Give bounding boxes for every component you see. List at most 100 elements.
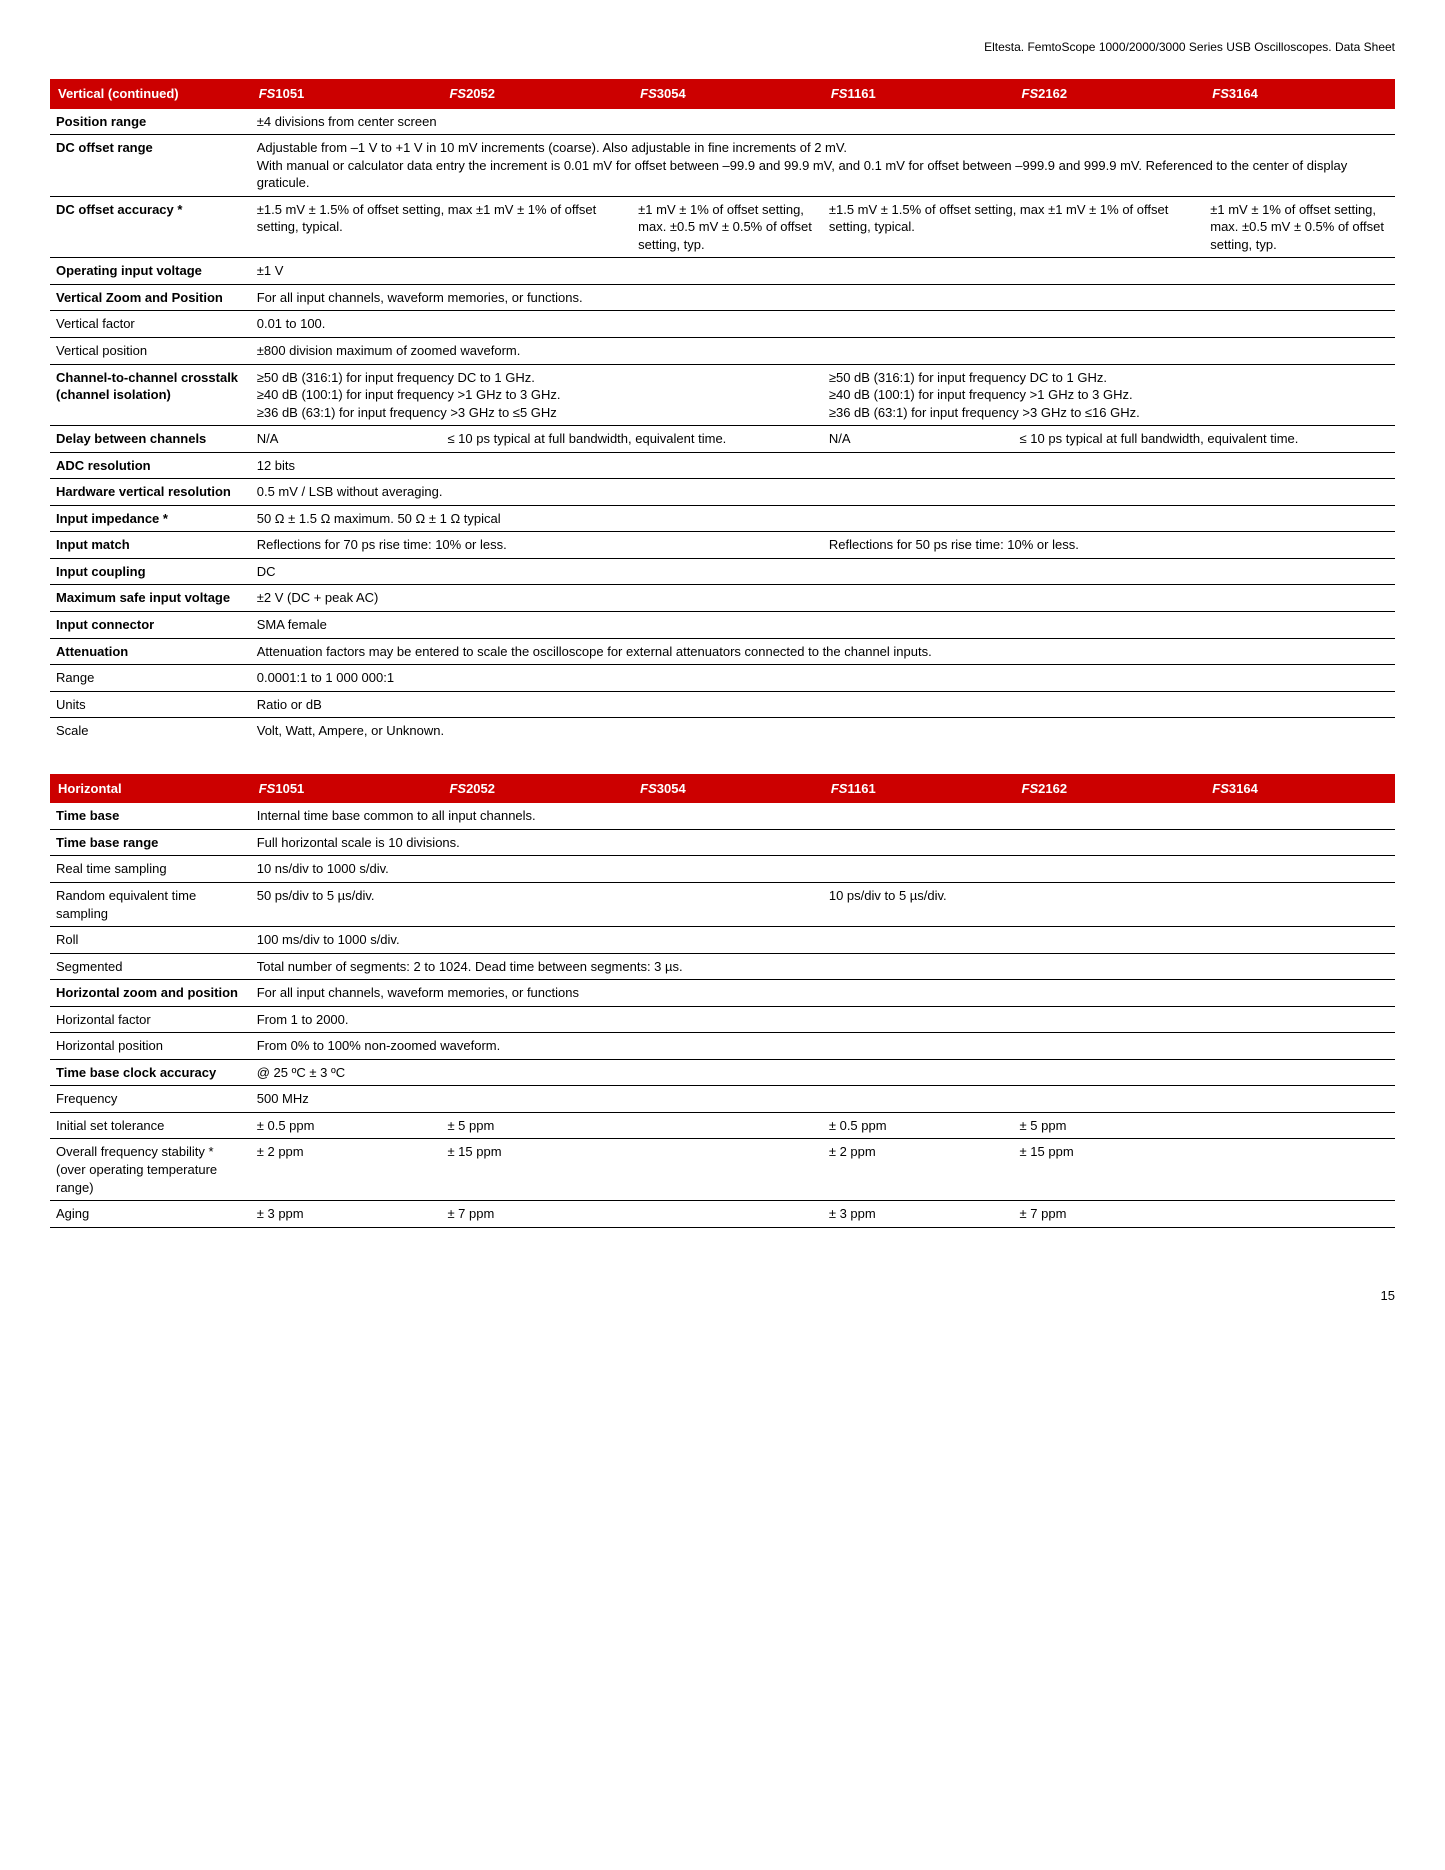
row-delay-between: Delay between channels N/A ≤ 10 ps typic…	[50, 426, 1395, 453]
value: From 0% to 100% non-zoomed waveform.	[251, 1033, 1395, 1060]
row-hw-vert-res: Hardware vertical resolution 0.5 mV / LS…	[50, 479, 1395, 506]
row-dc-offset-range: DC offset range Adjustable from –1 V to …	[50, 135, 1395, 197]
horizontal-table: Horizontal FS1051 FS2052 FS3054 FS1161 F…	[50, 774, 1395, 1228]
c1: ± 0.5 ppm	[251, 1112, 442, 1139]
row-clock-acc: Time base clock accuracy @ 25 ºC ± 3 ºC	[50, 1059, 1395, 1086]
line2: With manual or calculator data entry the…	[257, 157, 1389, 192]
label: Input connector	[50, 612, 251, 639]
model-num-3: 1161	[847, 86, 875, 101]
row-initial-tol: Initial set tolerance ± 0.5 ppm ± 5 ppm …	[50, 1112, 1395, 1139]
model-num-4: 2162	[1038, 86, 1067, 101]
l3: ≥36 dB (63:1) for input frequency >3 GHz…	[257, 404, 817, 422]
row-aging: Aging ± 3 ppm ± 7 ppm ± 3 ppm ± 7 ppm	[50, 1201, 1395, 1228]
c5: ± 15 ppm	[1014, 1139, 1205, 1201]
label: Hardware vertical resolution	[50, 479, 251, 506]
page-number: 15	[50, 1288, 1395, 1303]
model-num-2: 3054	[657, 86, 686, 101]
label: Input impedance *	[50, 505, 251, 532]
label: Overall frequency stability * (over oper…	[50, 1139, 251, 1201]
label: Real time sampling	[50, 856, 251, 883]
row-operating-input-voltage: Operating input voltage ±1 V	[50, 258, 1395, 285]
value: DC	[251, 558, 1395, 585]
value: ±4 divisions from center screen	[251, 109, 1395, 135]
c3	[632, 1112, 823, 1139]
value: SMA female	[251, 612, 1395, 639]
col-b: ±1 mV ± 1% of offset setting, max. ±0.5 …	[632, 196, 823, 258]
c4: ± 3 ppm	[823, 1201, 1014, 1228]
value: 10 ns/div to 1000 s/div.	[251, 856, 1395, 883]
label: Operating input voltage	[50, 258, 251, 285]
label: Input match	[50, 532, 251, 559]
value: Full horizontal scale is 10 divisions.	[251, 829, 1395, 856]
c4: ≤ 10 ps typical at full bandwidth, equiv…	[1014, 426, 1395, 453]
vertical-table: Vertical (continued) FS1051 FS2052 FS305…	[50, 79, 1395, 744]
value: Ratio or dB	[251, 691, 1395, 718]
value: For all input channels, waveform memorie…	[251, 980, 1395, 1007]
row-horiz-position: Horizontal position From 0% to 100% non-…	[50, 1033, 1395, 1060]
model-num-5: 3164	[1229, 781, 1258, 796]
row-dc-offset-accuracy: DC offset accuracy * ±1.5 mV ± 1.5% of o…	[50, 196, 1395, 258]
label: Random equivalent time sampling	[50, 882, 251, 926]
c3	[632, 1201, 823, 1228]
value: 0.5 mV / LSB without averaging.	[251, 479, 1395, 506]
row-input-conn: Input connector SMA female	[50, 612, 1395, 639]
row-horiz-zoom: Horizontal zoom and position For all inp…	[50, 980, 1395, 1007]
label: Position range	[50, 109, 251, 135]
c2: ± 7 ppm	[441, 1201, 632, 1228]
c2: ≤ 10 ps typical at full bandwidth, equiv…	[441, 426, 822, 453]
model-col-1: FS2052	[441, 774, 632, 804]
row-crosstalk: Channel-to-channel crosstalk (channel is…	[50, 364, 1395, 426]
c5: ± 5 ppm	[1014, 1112, 1205, 1139]
r1: ≥50 dB (316:1) for input frequency DC to…	[829, 369, 1389, 387]
label: ADC resolution	[50, 452, 251, 479]
label: Attenuation	[50, 638, 251, 665]
row-vertical-zoom: Vertical Zoom and Position For all input…	[50, 284, 1395, 311]
label: Initial set tolerance	[50, 1112, 251, 1139]
row-input-match: Input match Reflections for 70 ps rise t…	[50, 532, 1395, 559]
label: Maximum safe input voltage	[50, 585, 251, 612]
section-head-horizontal: Horizontal FS1051 FS2052 FS3054 FS1161 F…	[50, 774, 1395, 804]
row-time-base: Time base Internal time base common to a…	[50, 803, 1395, 829]
value: @ 25 ºC ± 3 ºC	[251, 1059, 1395, 1086]
label: Time base clock accuracy	[50, 1059, 251, 1086]
model-col-5: FS3164	[1204, 79, 1395, 109]
row-stability: Overall frequency stability * (over oper…	[50, 1139, 1395, 1201]
right: Reflections for 50 ps rise time: 10% or …	[823, 532, 1395, 559]
c2: ± 5 ppm	[441, 1112, 632, 1139]
label: Channel-to-channel crosstalk (channel is…	[50, 364, 251, 426]
section-title: Vertical (continued)	[50, 79, 251, 109]
row-segmented: Segmented Total number of segments: 2 to…	[50, 953, 1395, 980]
section-title: Horizontal	[50, 774, 251, 804]
c2: ± 15 ppm	[441, 1139, 632, 1201]
row-position-range: Position range ±4 divisions from center …	[50, 109, 1395, 135]
row-horiz-factor: Horizontal factor From 1 to 2000.	[50, 1006, 1395, 1033]
l1: ≥50 dB (316:1) for input frequency DC to…	[257, 369, 817, 387]
model-col-5: FS3164	[1204, 774, 1395, 804]
c1: N/A	[251, 426, 442, 453]
c1: ± 3 ppm	[251, 1201, 442, 1228]
c6	[1204, 1112, 1395, 1139]
row-input-imp: Input impedance * 50 Ω ± 1.5 Ω maximum. …	[50, 505, 1395, 532]
l2: ≥40 dB (100:1) for input frequency >1 GH…	[257, 386, 817, 404]
value: ±800 division maximum of zoomed waveform…	[251, 338, 1395, 365]
c3	[632, 1139, 823, 1201]
model-col-2: FS3054	[632, 79, 823, 109]
c5: ± 7 ppm	[1014, 1201, 1205, 1228]
model-num-5: 3164	[1229, 86, 1258, 101]
left: 50 ps/div to 5 µs/div.	[251, 882, 823, 926]
value: ±1 V	[251, 258, 1395, 285]
row-att-range: Range 0.0001:1 to 1 000 000:1	[50, 665, 1395, 692]
label: Range	[50, 665, 251, 692]
value: Volt, Watt, Ampere, or Unknown.	[251, 718, 1395, 744]
label: Horizontal zoom and position	[50, 980, 251, 1007]
left: Reflections for 70 ps rise time: 10% or …	[251, 532, 823, 559]
model-col-4: FS2162	[1014, 79, 1205, 109]
row-roll: Roll 100 ms/div to 1000 s/div.	[50, 927, 1395, 954]
model-col-4: FS2162	[1014, 774, 1205, 804]
label: Vertical factor	[50, 311, 251, 338]
label: Horizontal factor	[50, 1006, 251, 1033]
value: From 1 to 2000.	[251, 1006, 1395, 1033]
model-col-0: FS1051	[251, 79, 442, 109]
value: For all input channels, waveform memorie…	[251, 284, 1395, 311]
model-num-3: 1161	[847, 781, 875, 796]
